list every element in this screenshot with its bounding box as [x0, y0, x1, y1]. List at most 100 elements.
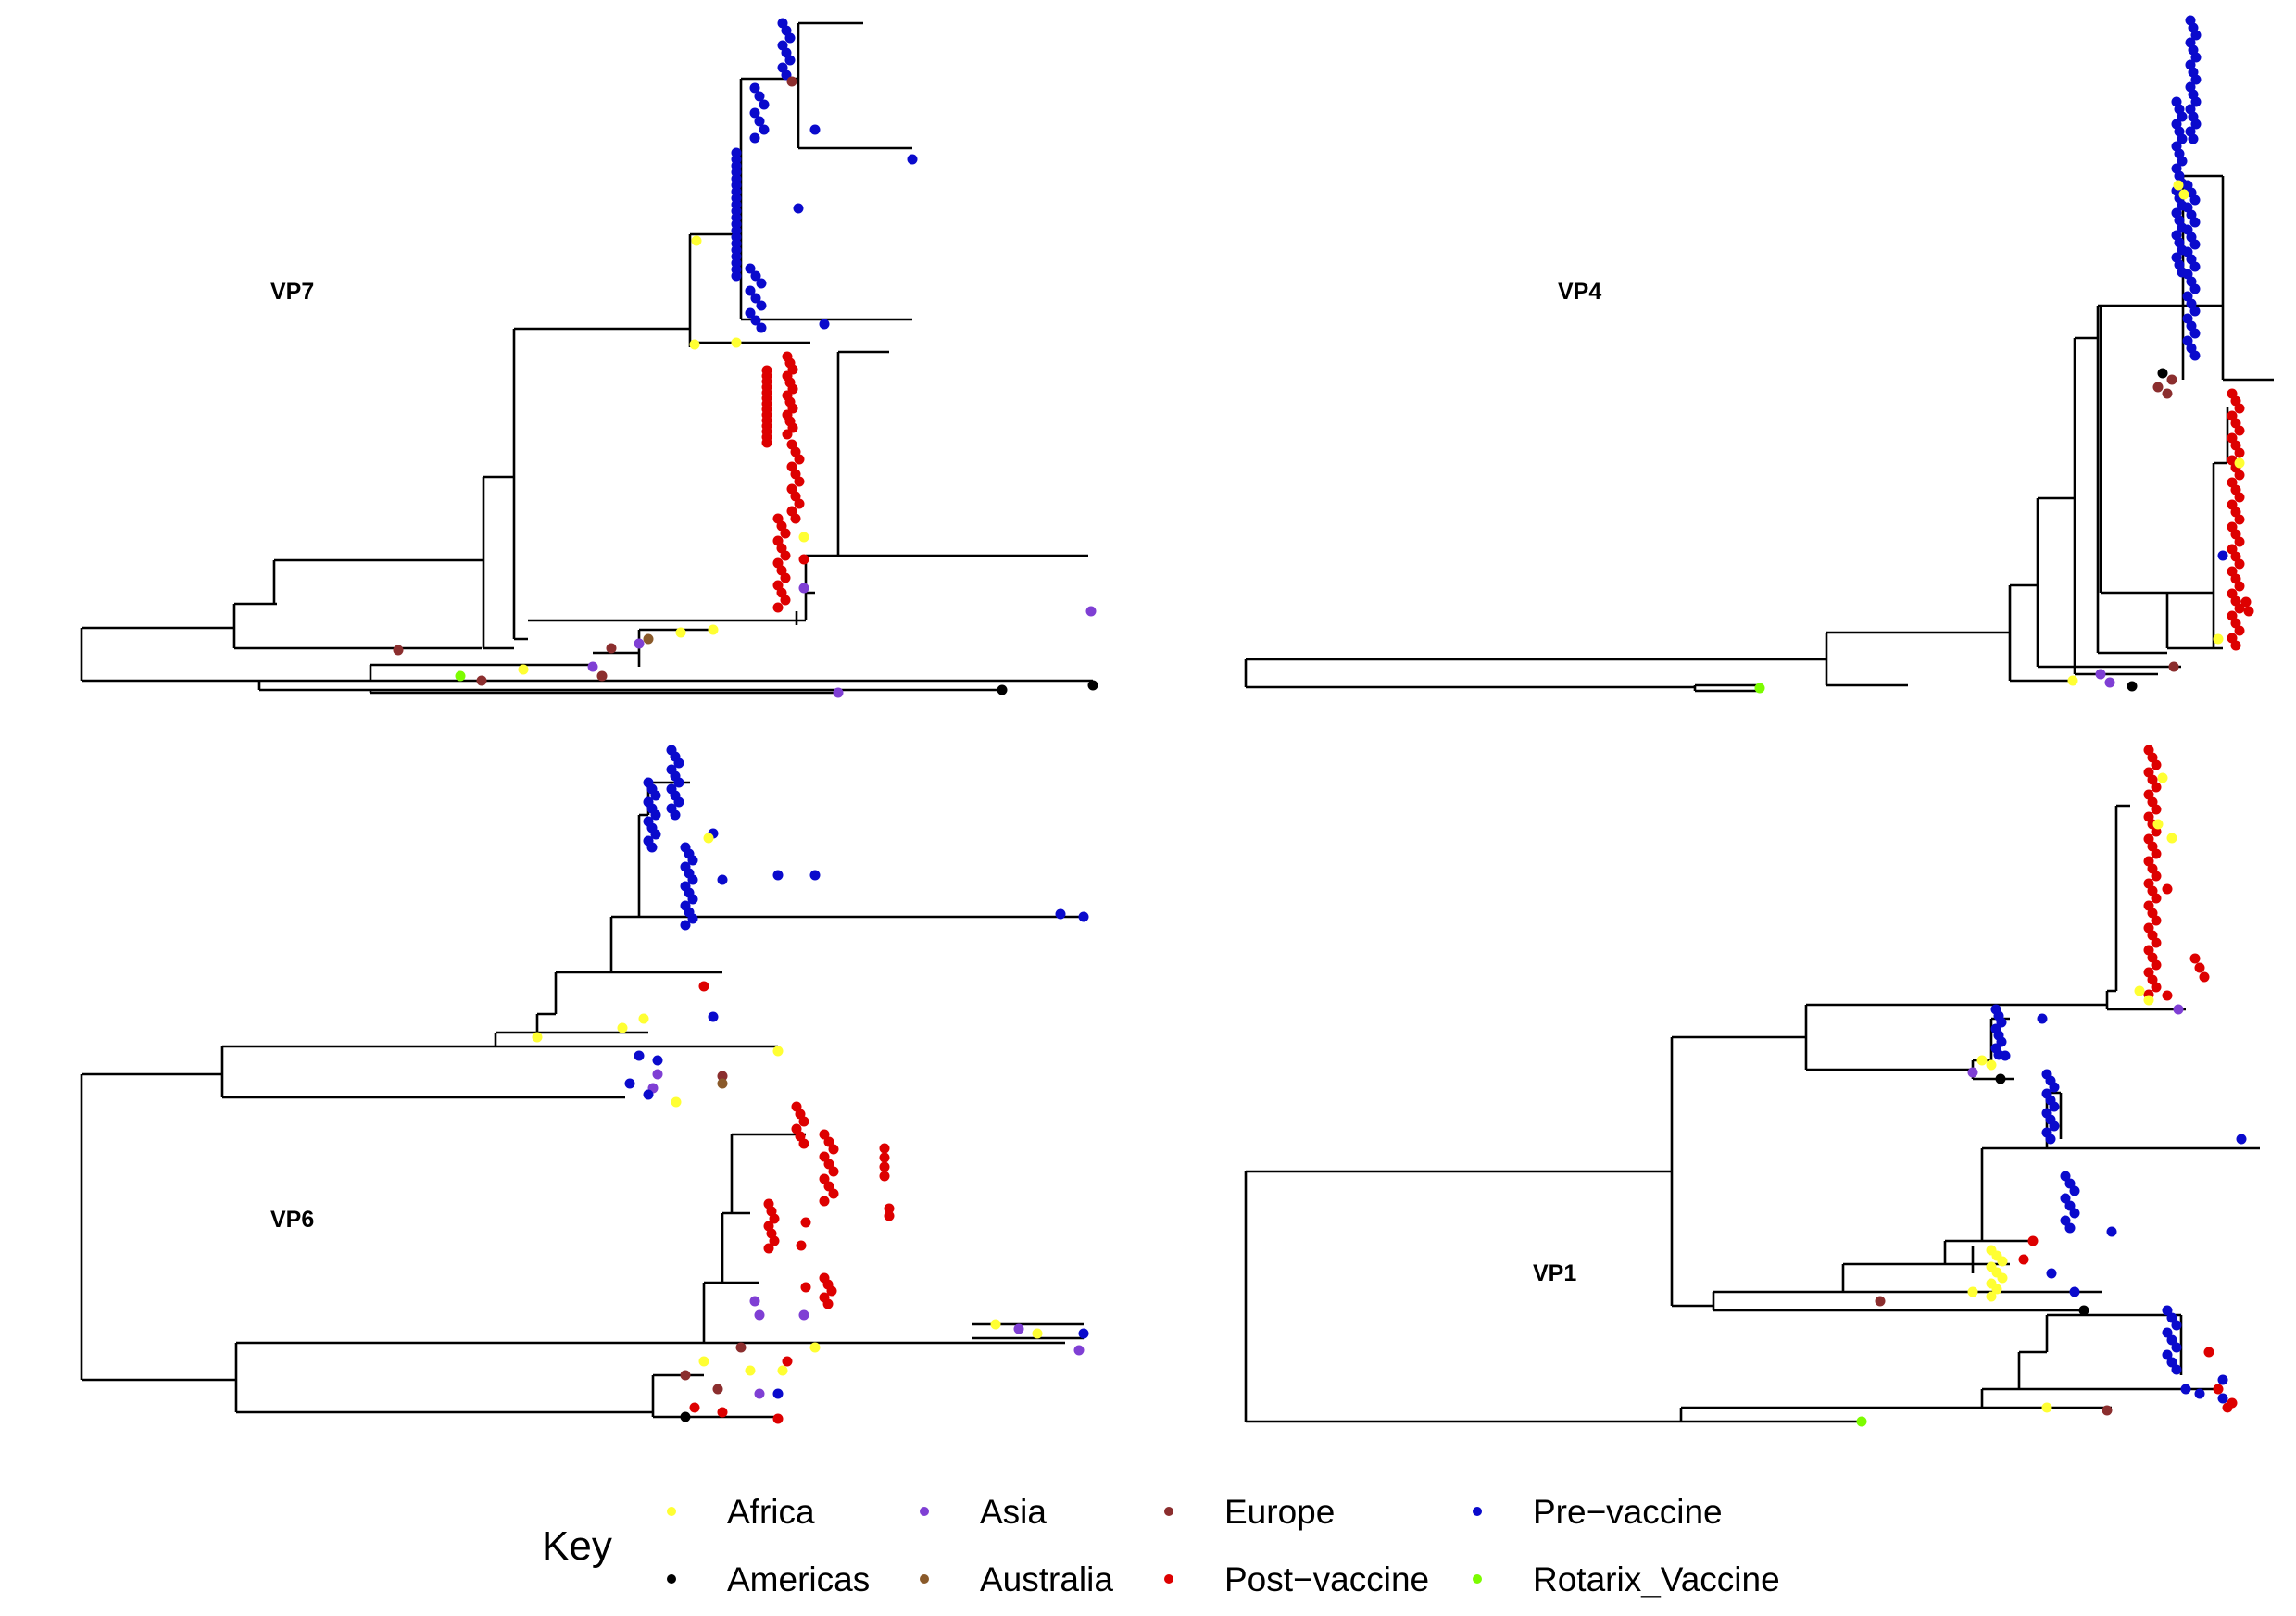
tip-marker — [2189, 350, 2201, 361]
tip-marker — [879, 1161, 890, 1172]
tip-marker — [2041, 1402, 2052, 1413]
tip-marker — [518, 664, 529, 675]
tip-marker — [587, 661, 598, 672]
tip-marker — [2234, 492, 2245, 503]
tip-marker — [680, 1411, 691, 1422]
tip-marker — [2049, 1082, 2060, 1093]
tip-marker — [2078, 1305, 2089, 1316]
tip-marker — [756, 300, 767, 311]
tip-marker — [2230, 640, 2241, 651]
tip-marker — [2234, 536, 2245, 547]
tip-marker — [745, 263, 756, 274]
tip-marker — [2189, 239, 2201, 250]
legend-item-pre-vaccine: Pre−vaccine — [1473, 1493, 1723, 1531]
tip-marker — [2162, 1327, 2173, 1338]
legend-swatch — [1164, 1574, 1173, 1584]
tip-marker — [2049, 1121, 2060, 1132]
tip-marker — [687, 874, 698, 885]
tip-marker — [2060, 1171, 2071, 1182]
tip-marker — [2189, 953, 2201, 964]
tip-marker — [879, 1143, 890, 1154]
tip-marker — [2151, 937, 2162, 948]
tip-marker — [2127, 681, 2138, 692]
tip-marker — [687, 894, 698, 905]
tip-marker — [735, 1342, 747, 1353]
tip-marker — [671, 1096, 682, 1108]
tip-marker — [2190, 30, 2202, 41]
tip-marker — [532, 1032, 543, 1043]
legend-label: Rotarix_Vaccine — [1533, 1560, 1780, 1598]
legend-item-americas: Americas — [667, 1560, 870, 1598]
tip-marker — [2104, 677, 2115, 688]
tip-marker — [759, 99, 770, 110]
tip-marker — [2069, 1185, 2080, 1196]
tip-marker — [1986, 1291, 1997, 1302]
tip-marker — [2203, 1347, 2214, 1358]
legend-swatch — [920, 1507, 929, 1516]
tip-marker — [617, 1022, 628, 1033]
tip-marker — [2236, 1134, 2247, 1145]
legend-swatch — [667, 1574, 676, 1584]
tip-marker — [794, 454, 805, 465]
tip-marker — [823, 1159, 834, 1170]
tip-marker — [2151, 782, 2162, 793]
tip-marker — [780, 595, 791, 606]
tip-marker — [884, 1203, 895, 1214]
tip-marker — [800, 1217, 811, 1228]
tip-marker — [634, 638, 645, 649]
tip-marker — [2060, 1215, 2071, 1226]
tip-marker — [2171, 1320, 2182, 1331]
tip-marker — [745, 285, 756, 296]
tip-marker — [687, 913, 698, 924]
tip-marker — [879, 1152, 890, 1163]
tip-marker — [1875, 1296, 1886, 1307]
tip-marker — [2234, 514, 2245, 525]
legend-item-post-vaccine: Post−vaccine — [1164, 1560, 1429, 1598]
tip-marker — [2173, 1004, 2184, 1015]
tip-marker — [819, 1129, 830, 1140]
tip-marker — [698, 1356, 709, 1367]
tip-marker — [2151, 959, 2162, 971]
tip-marker — [772, 1046, 784, 1057]
tip-marker — [828, 1166, 839, 1177]
tip-marker — [2162, 990, 2173, 1001]
tip-marker — [2171, 1364, 2182, 1375]
tip-marker — [819, 1173, 830, 1184]
tip-marker — [826, 1285, 837, 1297]
tip-marker — [2134, 985, 2145, 996]
legend-item-africa: Africa — [667, 1493, 815, 1531]
tip-marker — [2000, 1050, 2011, 1061]
tip-marker — [2037, 1013, 2048, 1024]
tree-branches-vp7 — [80, 21, 1093, 695]
tip-marker — [2151, 915, 2162, 926]
tip-marker — [691, 235, 702, 246]
tip-marker — [2162, 883, 2173, 895]
tip-marker — [2064, 1200, 2076, 1211]
tip-marker — [624, 1078, 635, 1089]
tip-marker — [650, 829, 661, 840]
legend-label: Australia — [980, 1560, 1113, 1598]
tip-marker — [675, 627, 686, 638]
tip-marker — [2177, 111, 2188, 122]
tip-marker — [2027, 1235, 2039, 1246]
tip-marker — [879, 1171, 890, 1182]
tip-marker — [782, 429, 793, 440]
tip-marker — [819, 1196, 830, 1207]
tip-marker — [2143, 995, 2154, 1006]
tip-marker — [687, 855, 698, 866]
tip-marker — [2190, 52, 2202, 63]
tip-marker — [680, 1370, 691, 1381]
tip-marker — [756, 322, 767, 333]
tip-marker — [798, 1138, 809, 1149]
tip-marker — [786, 76, 797, 87]
tip-marker — [2177, 156, 2188, 167]
tip-marker — [754, 1388, 765, 1399]
tip-marker — [784, 32, 796, 44]
tip-marker — [1078, 1328, 1089, 1339]
tip-marker — [2173, 180, 2184, 191]
tip-marker — [749, 107, 760, 119]
tip-marker — [731, 270, 742, 282]
tip-marker — [749, 82, 760, 94]
legend-swatch — [920, 1574, 929, 1584]
